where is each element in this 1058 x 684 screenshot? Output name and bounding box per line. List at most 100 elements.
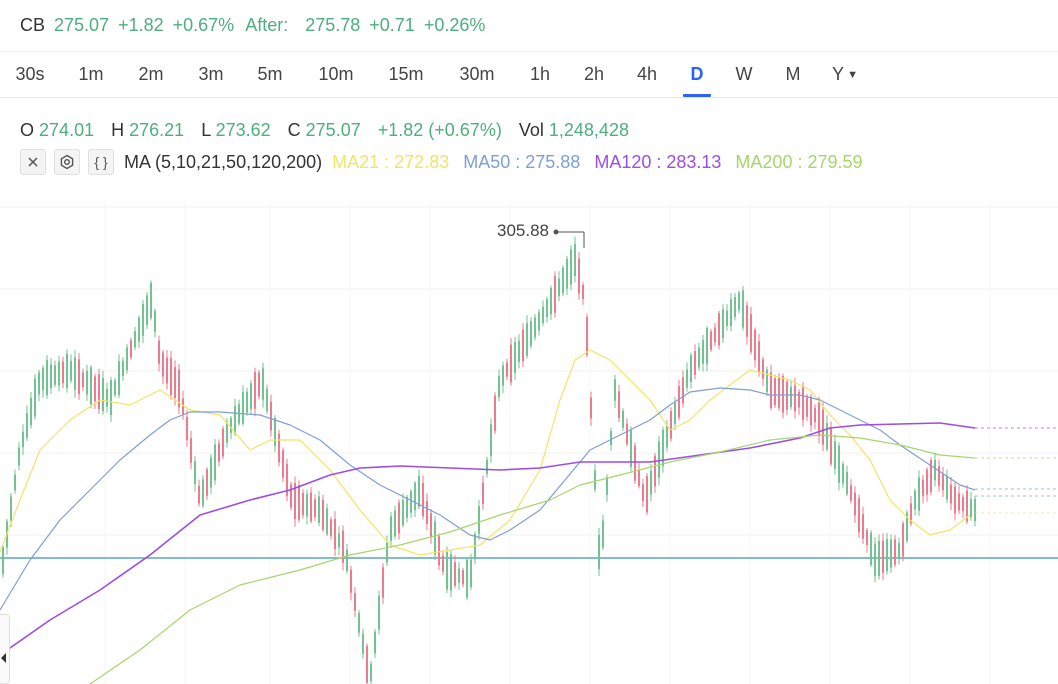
timeframe-30s[interactable]: 30s <box>15 64 45 84</box>
code-braces-icon[interactable]: { } <box>88 149 114 175</box>
candle-body <box>54 365 56 385</box>
timeframe-3m[interactable]: 3m <box>198 64 224 84</box>
timeframe-1h[interactable]: 1h <box>529 64 551 84</box>
candle-body <box>714 327 716 343</box>
candle-body <box>94 376 96 402</box>
candle-body <box>66 353 68 389</box>
candle-body <box>922 479 924 497</box>
timeframe-weekly[interactable]: W <box>735 64 753 84</box>
timeframe-30m[interactable]: 30m <box>459 64 495 84</box>
active-timeframe-indicator <box>683 94 711 97</box>
candle-body <box>198 485 200 504</box>
candle-body <box>574 243 576 277</box>
candle-body <box>766 369 768 393</box>
candle-body <box>274 417 276 447</box>
candle-body <box>374 631 376 654</box>
candle-body <box>142 303 144 336</box>
chart-grid <box>0 200 1058 684</box>
candle-body <box>606 477 608 495</box>
candle-body <box>50 364 52 389</box>
timeframe-daily[interactable]: D <box>690 64 704 84</box>
candle-body <box>286 464 288 496</box>
low-label: L <box>201 120 211 140</box>
candle-body <box>802 386 804 420</box>
price-chart[interactable]: 305.88 <box>0 200 1058 684</box>
candle-body <box>742 290 744 328</box>
timeframe-1m[interactable]: 1m <box>78 64 104 84</box>
timeframe-5m[interactable]: 5m <box>257 64 283 84</box>
candle-body <box>950 484 952 504</box>
candle-body <box>662 429 664 467</box>
candle-body <box>722 309 724 339</box>
candle-body <box>538 312 540 331</box>
candle-body <box>790 386 792 408</box>
candle-body <box>306 494 308 517</box>
candle-body <box>874 543 876 577</box>
candle-body <box>406 496 408 518</box>
candle-body <box>862 514 864 539</box>
timeframe-monthly[interactable]: M <box>785 64 801 84</box>
candle-body <box>866 530 868 545</box>
candle-body <box>614 379 616 401</box>
candle-body <box>738 292 740 311</box>
candle-body <box>494 395 496 432</box>
candle-body <box>358 612 360 633</box>
candle-body <box>2 546 4 575</box>
ma50-line <box>0 387 976 611</box>
candle-body <box>846 471 848 495</box>
candle-body <box>610 430 612 446</box>
candle-body <box>486 459 488 474</box>
candle-body <box>654 455 656 487</box>
candle-body <box>698 347 700 368</box>
after-hours-label: After: <box>245 15 289 35</box>
candle-body <box>650 470 652 495</box>
candle-body <box>838 445 840 483</box>
candle-body <box>630 430 632 468</box>
candle-body <box>26 413 28 438</box>
candle-body <box>370 663 372 682</box>
candle-body <box>302 492 304 516</box>
candle-body <box>666 425 668 448</box>
change-value: +1.82 (+0.67%) <box>377 120 502 140</box>
candle-body <box>230 418 232 433</box>
candle-body <box>518 340 520 363</box>
timeframe-10m[interactable]: 10m <box>318 64 354 84</box>
candle-body <box>262 368 264 400</box>
candle-body <box>182 398 184 415</box>
candle-body <box>14 474 16 491</box>
candle-body <box>282 450 284 478</box>
candle-body <box>334 518 336 550</box>
scroll-left-handle[interactable] <box>0 614 10 684</box>
candle-body <box>710 331 712 350</box>
candle-body <box>794 385 796 412</box>
candle-body <box>850 485 852 501</box>
candle-body <box>814 407 816 423</box>
candle-body <box>442 555 444 572</box>
candle-body <box>746 305 748 337</box>
candle-body <box>426 500 428 525</box>
candle-body <box>490 423 492 457</box>
candle-body <box>678 385 680 418</box>
timeframe-15m[interactable]: 15m <box>388 64 424 84</box>
candle-body <box>322 499 324 530</box>
candle-body <box>278 433 280 463</box>
candle-body <box>962 496 964 512</box>
timeframe-2h[interactable]: 2h <box>583 64 605 84</box>
candle-body <box>270 401 272 431</box>
timeframe-2m[interactable]: 2m <box>138 64 164 84</box>
candle-body <box>438 536 440 566</box>
candle-body <box>966 490 968 522</box>
timeframe-yearly-dropdown[interactable]: Y ▼ <box>832 64 858 85</box>
candle-body <box>82 372 84 388</box>
candle-body <box>138 317 140 342</box>
settings-icon[interactable] <box>54 149 80 175</box>
candle-body <box>178 369 180 408</box>
candle-body <box>762 359 764 379</box>
ma120-line <box>0 422 976 656</box>
timeframe-4h[interactable]: 4h <box>636 64 658 84</box>
candle-body <box>554 275 556 313</box>
candle-body <box>258 372 260 397</box>
candle-body <box>166 357 168 384</box>
close-icon[interactable] <box>20 149 46 175</box>
candle-body <box>106 388 108 407</box>
